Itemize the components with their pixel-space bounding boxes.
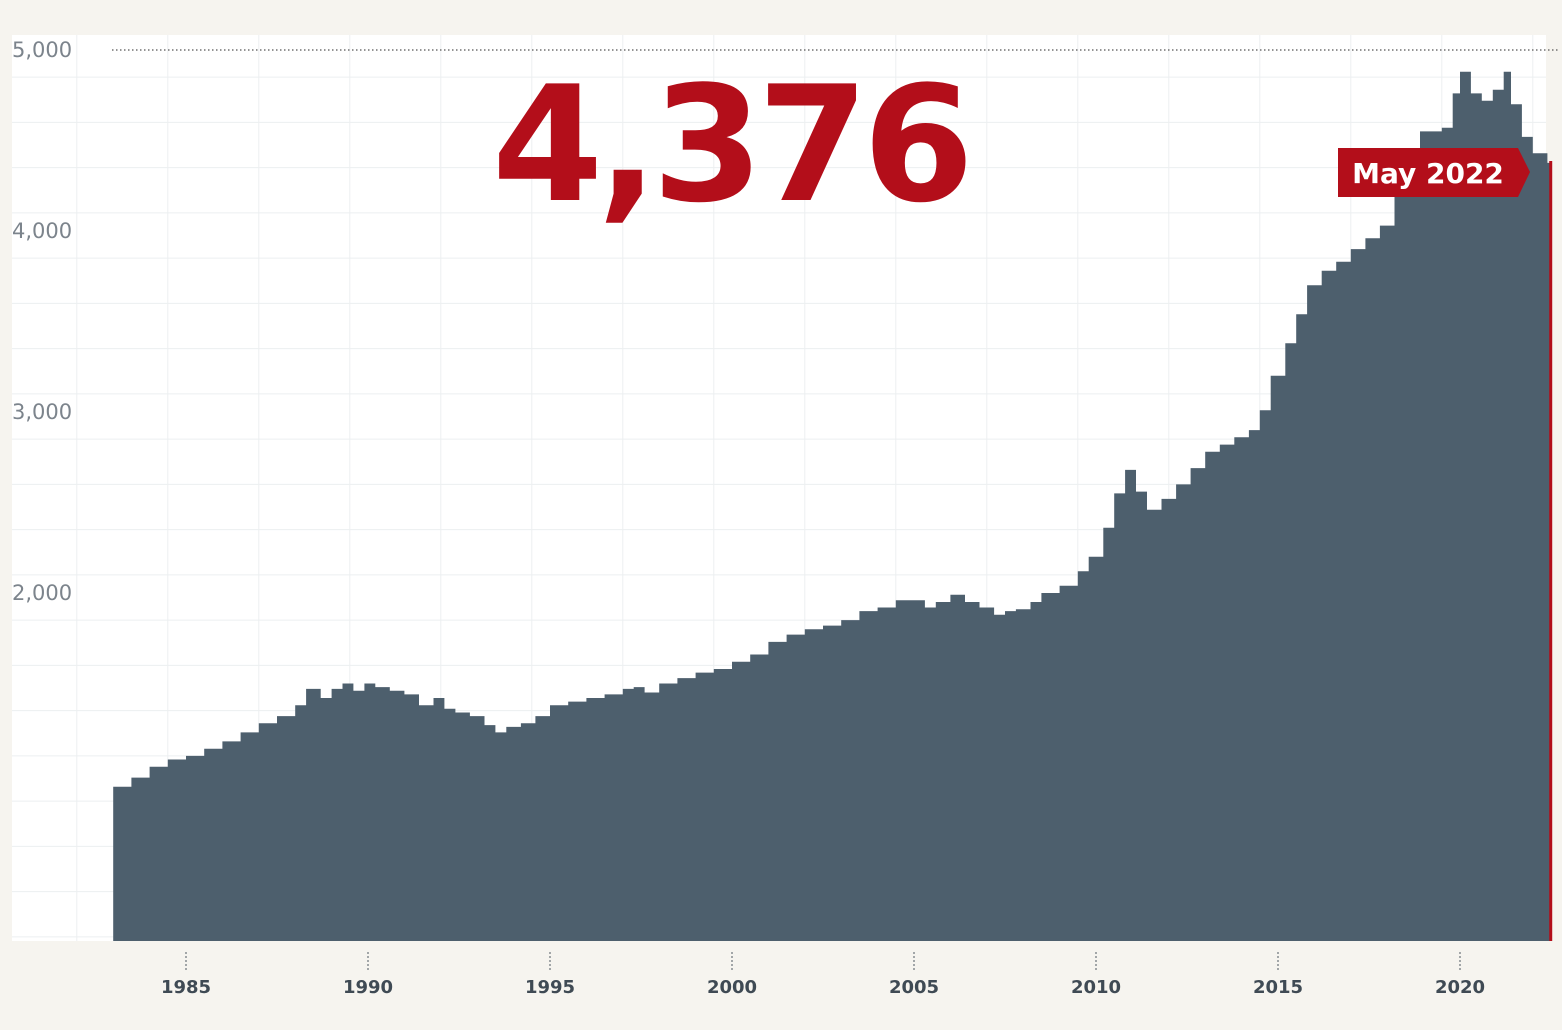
series-area bbox=[113, 71, 1550, 941]
x-axis: 1985 1990 1995 2000 2005 2010 2015 2020 bbox=[161, 952, 1485, 998]
headline-value: 4,376 bbox=[492, 51, 968, 238]
y-axis: 2,000 3,000 4,000 5,000 bbox=[12, 38, 1560, 605]
current-date-label: May 2022 bbox=[1352, 157, 1504, 190]
y-tick-label: 2,000 bbox=[12, 581, 72, 605]
x-tick-label: 1985 bbox=[161, 977, 211, 998]
y-tick-label: 5,000 bbox=[12, 38, 72, 62]
x-tick-label: 2015 bbox=[1253, 977, 1303, 998]
x-tick-label: 2020 bbox=[1435, 977, 1485, 998]
x-tick-label: 2010 bbox=[1071, 977, 1121, 998]
current-date-flag: May 2022 bbox=[1338, 148, 1530, 197]
current-date-flag-box bbox=[1338, 148, 1530, 197]
x-tick-label: 1990 bbox=[343, 977, 393, 998]
y-tick-label: 4,000 bbox=[12, 219, 72, 243]
series-layer bbox=[113, 71, 1553, 941]
x-tick-label: 2005 bbox=[889, 977, 939, 998]
y-tick-label: 3,000 bbox=[12, 400, 72, 424]
x-tick-label: 2000 bbox=[707, 977, 757, 998]
x-tick-label: 1995 bbox=[525, 977, 575, 998]
